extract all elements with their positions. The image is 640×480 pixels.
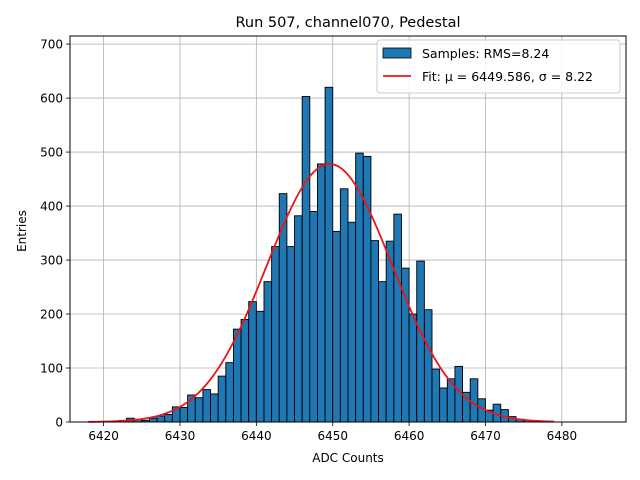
histogram-bar <box>423 309 433 423</box>
legend-samples-swatch <box>382 47 412 59</box>
histogram-bar <box>156 415 166 423</box>
histogram-bar <box>232 328 242 423</box>
histogram-bar <box>271 246 280 423</box>
histogram-bar <box>362 155 372 423</box>
histogram-bar <box>469 378 479 423</box>
histogram-bar <box>416 260 425 423</box>
histogram-bar <box>286 246 295 423</box>
y-tick-label: 200 <box>40 308 63 322</box>
histogram-bar <box>370 240 379 423</box>
x-tick-label: 6440 <box>241 429 272 443</box>
plot-frame <box>69 35 627 423</box>
x-tick-label: 6450 <box>317 429 348 443</box>
legend-samples-label: Samples: RMS=8.24 <box>422 46 549 61</box>
legend: Samples: RMS=8.24 Fit: μ = 6449.586, σ =… <box>376 39 621 94</box>
chart-title: Run 507, channel070, Pedestal <box>235 15 460 31</box>
x-tick-label: 6430 <box>165 429 196 443</box>
y-tick-label: 300 <box>40 254 63 268</box>
histogram-bar <box>255 310 265 423</box>
histogram-bar <box>317 163 326 423</box>
histogram-bar <box>355 152 364 423</box>
histogram-bar <box>408 313 418 423</box>
histogram-bar <box>148 417 158 423</box>
y-tick-label: 400 <box>40 200 63 214</box>
y-tick-label: 0 <box>55 416 63 430</box>
y-tick-label: 600 <box>40 92 63 106</box>
histogram-bar <box>164 413 173 423</box>
histogram-bar <box>194 397 204 423</box>
y-tick-label: 500 <box>40 146 63 160</box>
y-axis: 0 100 200 300 400 500 600 700 <box>40 38 70 430</box>
histogram-bar <box>217 375 227 423</box>
histogram-bar <box>263 281 273 423</box>
histogram-bar <box>393 213 402 423</box>
legend-fit-label: Fit: μ = 6449.586, σ = 8.22 <box>422 69 593 84</box>
x-tick-label: 6420 <box>88 429 119 443</box>
histogram-bar <box>225 362 234 423</box>
histogram-bar <box>309 211 318 423</box>
histogram-bar <box>339 188 349 423</box>
histogram-bar <box>301 96 311 423</box>
y-tick-label: 100 <box>40 362 63 376</box>
fit-curve-group <box>88 163 555 423</box>
legend-frame <box>376 39 621 94</box>
fit-curve <box>88 163 555 423</box>
histogram-bar <box>294 215 303 423</box>
histogram-bar <box>378 281 387 423</box>
y-tick-label: 700 <box>40 38 63 52</box>
x-axis: 6420 6430 6440 6450 6460 6470 6480 <box>88 422 577 443</box>
histogram-bar <box>324 86 334 423</box>
y-axis-label: Entries <box>15 210 29 252</box>
x-tick-label: 6470 <box>470 429 501 443</box>
histogram-bar <box>210 393 219 423</box>
histogram-bar <box>202 389 211 423</box>
histogram-bar <box>347 221 357 423</box>
histogram-bar <box>332 230 341 423</box>
x-tick-label: 6460 <box>394 429 425 443</box>
histogram-bar <box>431 368 441 423</box>
histogram-bar <box>179 406 189 423</box>
histogram-bar <box>248 301 257 423</box>
x-tick-label: 6480 <box>547 429 578 443</box>
histogram-bar <box>240 318 250 423</box>
histogram-bar <box>439 387 448 423</box>
x-axis-label: ADC Counts <box>312 451 384 465</box>
